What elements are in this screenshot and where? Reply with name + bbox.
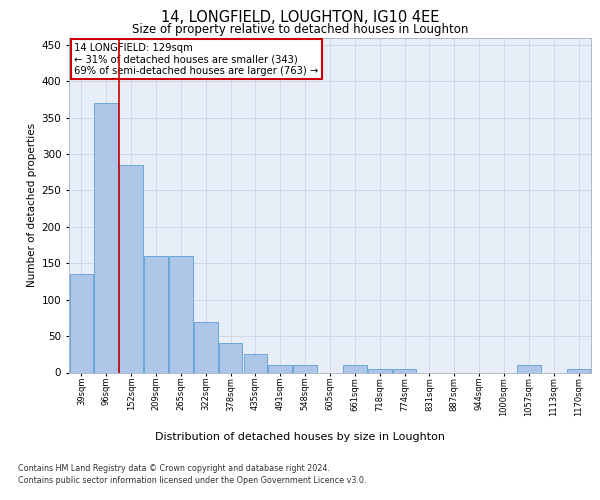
Text: Contains HM Land Registry data © Crown copyright and database right 2024.: Contains HM Land Registry data © Crown c… (18, 464, 330, 473)
Text: Distribution of detached houses by size in Loughton: Distribution of detached houses by size … (155, 432, 445, 442)
Bar (194, 322, 218, 372)
Bar (517, 365, 541, 372)
Bar (293, 365, 317, 372)
Bar (219, 344, 242, 372)
Bar (368, 369, 392, 372)
Text: 14, LONGFIELD, LOUGHTON, IG10 4EE: 14, LONGFIELD, LOUGHTON, IG10 4EE (161, 10, 439, 25)
Y-axis label: Number of detached properties: Number of detached properties (28, 123, 37, 287)
Text: 14 LONGFIELD: 129sqm
← 31% of detached houses are smaller (343)
69% of semi-deta: 14 LONGFIELD: 129sqm ← 31% of detached h… (74, 42, 319, 76)
Text: Size of property relative to detached houses in Loughton: Size of property relative to detached ho… (132, 22, 468, 36)
Bar (567, 369, 590, 372)
Bar (244, 354, 267, 372)
Bar (119, 165, 143, 372)
Bar (169, 256, 193, 372)
Bar (94, 103, 118, 372)
Bar (144, 256, 168, 372)
Bar (393, 369, 416, 372)
Bar (70, 274, 93, 372)
Text: Contains public sector information licensed under the Open Government Licence v3: Contains public sector information licen… (18, 476, 367, 485)
Bar (343, 365, 367, 372)
Bar (268, 365, 292, 372)
